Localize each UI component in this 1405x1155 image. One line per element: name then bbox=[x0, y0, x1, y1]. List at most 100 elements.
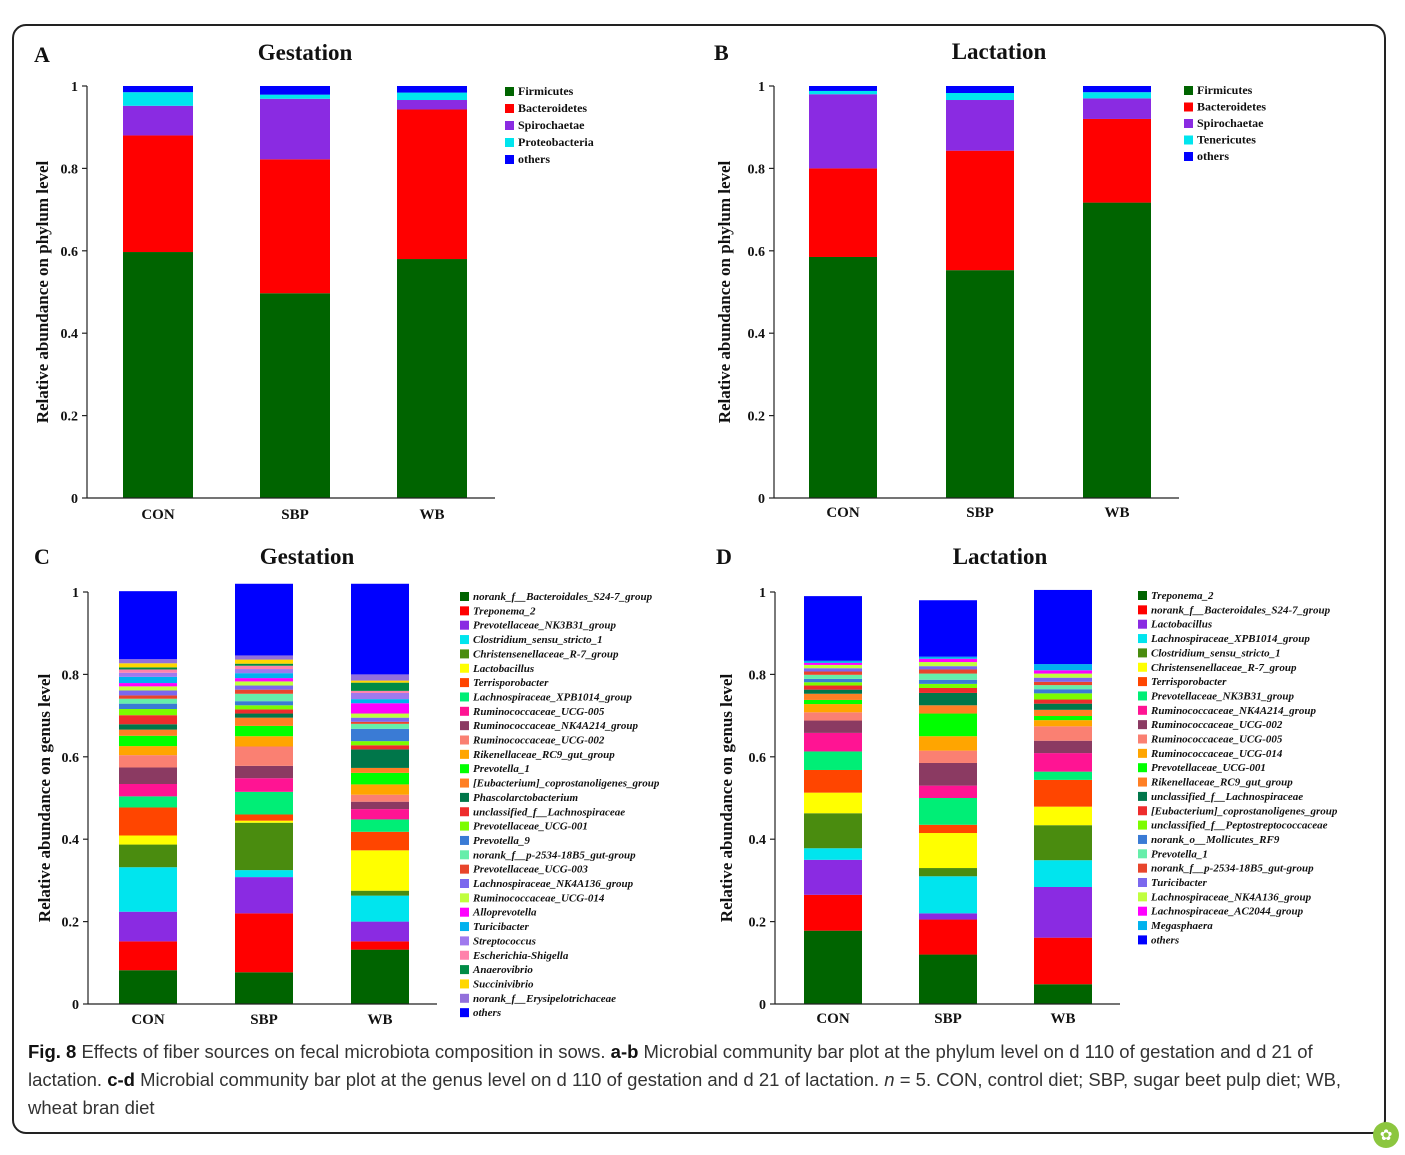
legend-entry: Ruminococcaceae_UCG-002 bbox=[472, 735, 605, 747]
legend-entry: Tenericutes bbox=[1197, 133, 1256, 147]
legend-swatch bbox=[460, 965, 469, 975]
bar-segment-wb-3 bbox=[1083, 92, 1151, 99]
bar-segment-sbp-10 bbox=[235, 746, 293, 766]
y-tick-label: 0.2 bbox=[748, 410, 766, 425]
bar-segment-con-1 bbox=[119, 941, 177, 971]
bar-segment-wb-6 bbox=[1034, 779, 1092, 807]
bar-segment-con-1 bbox=[804, 894, 862, 931]
legend-swatch bbox=[1138, 878, 1147, 887]
x-tick-label: SBP bbox=[966, 505, 994, 521]
bar-segment-sbp-11 bbox=[235, 736, 293, 747]
legend-swatch bbox=[460, 663, 469, 673]
legend-entry: Treponema_2 bbox=[473, 605, 536, 617]
bar-segment-con-19 bbox=[119, 695, 177, 699]
bar-segment-con-26 bbox=[119, 667, 177, 670]
legend-entry: Christensenellaceae_R-7_group bbox=[473, 648, 619, 660]
legend-swatch bbox=[460, 807, 469, 817]
legend-swatch bbox=[505, 138, 514, 147]
bar-segment-wb-2 bbox=[351, 921, 409, 942]
y-tick-label: 0.8 bbox=[61, 162, 79, 177]
bar-segment-wb-17 bbox=[351, 728, 409, 742]
y-axis-label: Relative abundance on phylum level bbox=[33, 160, 52, 423]
legend-swatch bbox=[1138, 605, 1147, 615]
bar-segment-wb-11 bbox=[351, 784, 409, 795]
bar-segment-wb-12 bbox=[351, 772, 409, 785]
legend-entry: Alloprevotella bbox=[472, 907, 537, 919]
bar-segment-con-14 bbox=[119, 724, 177, 730]
bar-segment-sbp-14 bbox=[919, 692, 977, 706]
bar-segment-sbp-2 bbox=[919, 913, 977, 920]
panel-label: D bbox=[716, 544, 732, 569]
caption-text-4: = 5. CON, control diet; SBP, sugar beet … bbox=[28, 1069, 1342, 1118]
bar-segment-con-7 bbox=[119, 796, 177, 808]
bar-segment-sbp-22 bbox=[919, 658, 977, 663]
bar-segment-con-12 bbox=[804, 699, 862, 705]
bar-segment-wb-1 bbox=[1034, 937, 1092, 985]
y-tick-label: 1 bbox=[758, 80, 765, 95]
bar-segment-con-14 bbox=[804, 689, 862, 694]
bar-segment-sbp-13 bbox=[919, 705, 977, 714]
bar-segment-con-16 bbox=[119, 709, 177, 716]
legend-swatch bbox=[1138, 748, 1147, 758]
bar-segment-wb-24 bbox=[351, 692, 409, 700]
bar-segment-con-3 bbox=[809, 90, 877, 95]
bar-segment-con-13 bbox=[804, 693, 862, 700]
chart-panel-b: B Lactation Relative abundance on phylum l… bbox=[714, 39, 1266, 521]
legend-entry: Lachnospiraceae_AC2044_group bbox=[1150, 906, 1304, 918]
chart-panel-a: A Gestation Relative abundance on phylum l… bbox=[33, 40, 594, 523]
bar-segment-con-8 bbox=[804, 732, 862, 752]
bar-segment-con-2 bbox=[804, 859, 862, 895]
legend-swatch bbox=[460, 835, 469, 845]
legend-entry: Lachnospiraceae_NK4A136_group bbox=[472, 878, 634, 890]
bar-segment-sbp-17 bbox=[235, 701, 293, 706]
bar-segment-con-1 bbox=[123, 135, 193, 253]
x-tick-label: WB bbox=[367, 1012, 392, 1028]
bar-segment-con-22 bbox=[804, 662, 862, 665]
bar-segment-sbp-24 bbox=[235, 669, 293, 674]
x-tick-label: WB bbox=[1104, 505, 1129, 521]
legend-entry: Ruminococcaceae_UCG-005 bbox=[1150, 734, 1283, 746]
y-tick-label: 0.4 bbox=[61, 327, 79, 342]
bar-segment-con-23 bbox=[804, 660, 862, 663]
bar-segment-wb-4 bbox=[397, 86, 467, 93]
legend-swatch bbox=[1138, 734, 1147, 744]
legend-swatch bbox=[1184, 135, 1193, 145]
legend-swatch bbox=[1184, 152, 1193, 161]
caption-text-1: Effects of fiber sources on fecal microb… bbox=[76, 1041, 611, 1062]
bar-segment-con-9 bbox=[804, 720, 862, 733]
springer-leaf-icon[interactable]: ✿ bbox=[1373, 1122, 1399, 1148]
legend-swatch bbox=[460, 764, 469, 774]
bar-segment-wb-15 bbox=[1034, 699, 1092, 704]
legend-swatch bbox=[460, 706, 469, 716]
legend-entry: Firmicutes bbox=[1197, 83, 1253, 97]
bar-segment-sbp-12 bbox=[235, 725, 293, 737]
bar-segment-con-2 bbox=[119, 911, 177, 942]
bar-segment-wb-13 bbox=[351, 767, 409, 773]
x-tick-label: SBP bbox=[250, 1012, 278, 1028]
bar-segment-wb-0 bbox=[351, 949, 409, 1004]
bar-segment-sbp-20 bbox=[235, 685, 293, 690]
bar-segment-con-2 bbox=[809, 94, 877, 169]
bar-segment-wb-21 bbox=[351, 713, 409, 718]
legend-entry: Prevotella_1 bbox=[1151, 848, 1208, 860]
legend-swatch bbox=[460, 649, 469, 659]
y-tick-label: 0.2 bbox=[62, 916, 80, 931]
legend-swatch bbox=[1138, 906, 1147, 916]
bar-segment-wb-19 bbox=[351, 721, 409, 724]
bar-segment-wb-18 bbox=[1034, 685, 1092, 690]
legend-entry: Bacteroidetes bbox=[518, 101, 587, 115]
bar-segment-sbp-11 bbox=[919, 736, 977, 751]
y-tick-label: 0 bbox=[72, 998, 79, 1013]
bar-segment-sbp-1 bbox=[919, 919, 977, 955]
figure-charts: A Gestation Relative abundance on phylum l… bbox=[33, 39, 1338, 1028]
bar-segment-wb-5 bbox=[351, 850, 409, 891]
legend-swatch bbox=[460, 635, 469, 645]
bar-segment-con-29 bbox=[119, 591, 177, 660]
legend-entry: unclassified_f__Peptostreptococcaceae bbox=[1151, 820, 1328, 832]
legend-entry: Turicibacter bbox=[1151, 877, 1208, 889]
legend-entry: Phascolarctobacterium bbox=[473, 792, 579, 804]
caption-ab-label: a-b bbox=[610, 1041, 639, 1062]
bar-segment-con-12 bbox=[119, 735, 177, 747]
legend-swatch bbox=[1184, 102, 1193, 112]
bar-segment-con-3 bbox=[804, 848, 862, 860]
